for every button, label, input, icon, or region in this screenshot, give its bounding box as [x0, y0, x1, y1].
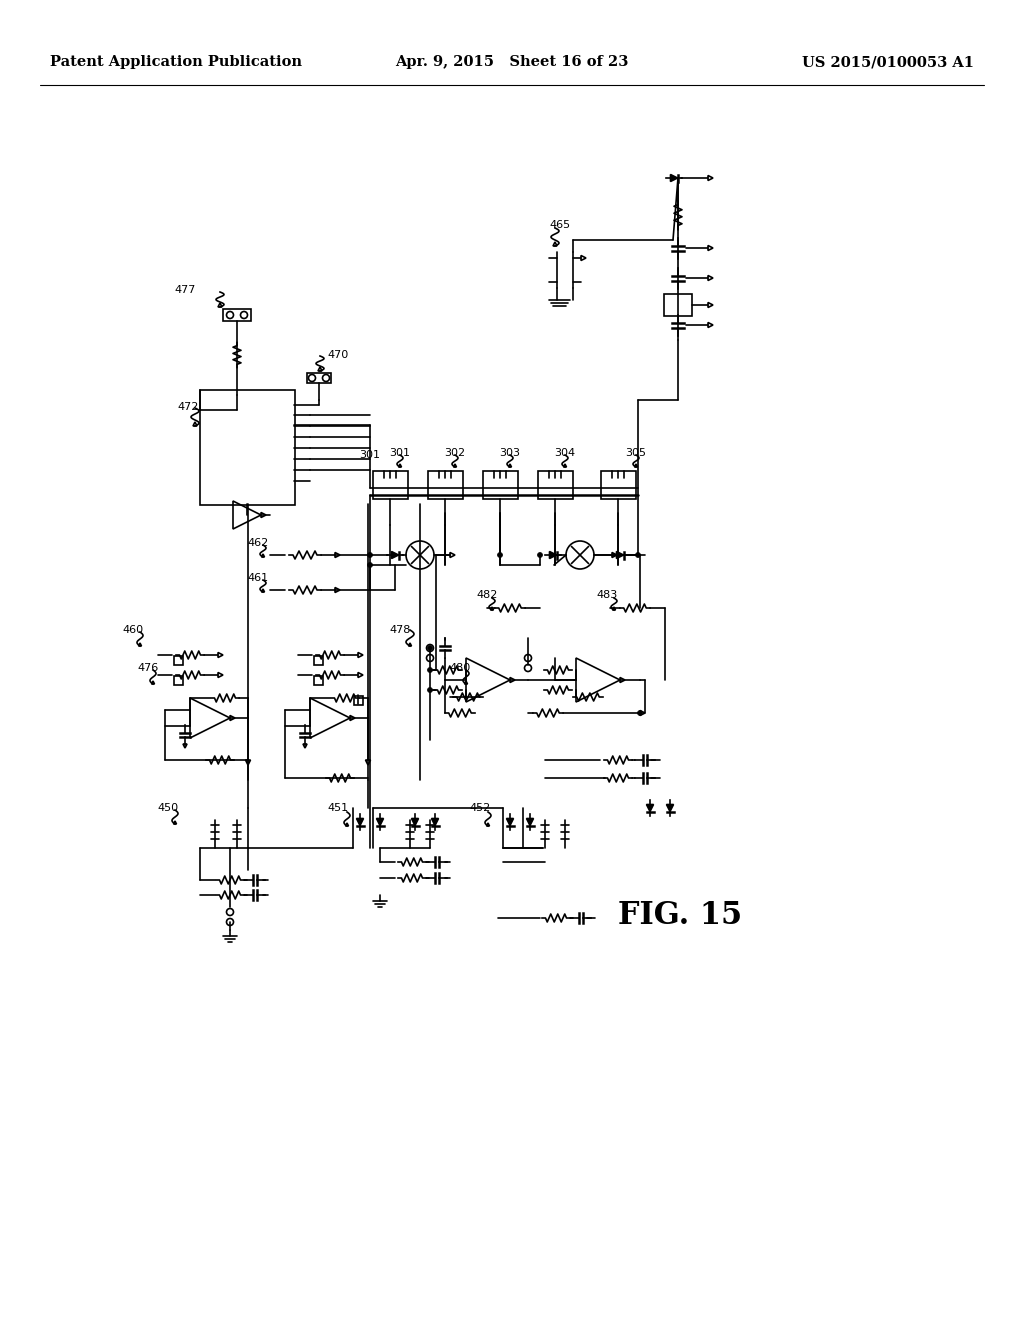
Text: 302: 302 — [444, 447, 466, 458]
Text: 477: 477 — [174, 285, 196, 294]
Bar — [307, 374, 331, 383]
Bar — [173, 676, 182, 685]
Bar — [427, 471, 463, 499]
Bar — [173, 656, 182, 664]
Bar — [313, 676, 323, 685]
Bar — [373, 471, 408, 499]
Circle shape — [226, 919, 233, 925]
Polygon shape — [616, 552, 624, 558]
Circle shape — [427, 644, 433, 652]
Polygon shape — [507, 818, 513, 825]
Circle shape — [308, 375, 315, 381]
Circle shape — [524, 655, 531, 661]
Bar — [223, 309, 251, 321]
Circle shape — [427, 645, 432, 651]
Circle shape — [323, 375, 330, 381]
Text: 460: 460 — [123, 624, 143, 635]
Text: 470: 470 — [328, 350, 348, 360]
Circle shape — [638, 710, 642, 715]
Text: 472: 472 — [177, 403, 199, 412]
Text: 305: 305 — [626, 447, 646, 458]
Text: 450: 450 — [158, 803, 178, 813]
Polygon shape — [412, 818, 419, 825]
Bar — [538, 471, 572, 499]
Circle shape — [427, 668, 432, 672]
Text: 301: 301 — [389, 447, 411, 458]
Circle shape — [241, 312, 248, 318]
Polygon shape — [646, 804, 653, 812]
Circle shape — [427, 655, 433, 661]
Polygon shape — [431, 818, 438, 825]
Text: Patent Application Publication: Patent Application Publication — [50, 55, 302, 69]
Polygon shape — [550, 552, 556, 558]
Polygon shape — [526, 818, 534, 825]
Text: 462: 462 — [248, 539, 268, 548]
Polygon shape — [391, 552, 398, 558]
Circle shape — [368, 562, 373, 568]
Circle shape — [538, 553, 543, 557]
Polygon shape — [356, 818, 364, 825]
Bar — [313, 656, 323, 664]
Text: US 2015/0100053 A1: US 2015/0100053 A1 — [802, 55, 974, 69]
Circle shape — [524, 664, 531, 672]
Bar — [353, 696, 362, 705]
Text: 452: 452 — [469, 803, 490, 813]
Text: 451: 451 — [328, 803, 348, 813]
Circle shape — [636, 553, 640, 557]
Bar — [482, 471, 517, 499]
Circle shape — [226, 312, 233, 318]
Text: 483: 483 — [596, 590, 617, 601]
Bar — [664, 294, 692, 315]
Text: 476: 476 — [137, 663, 159, 673]
Bar — [600, 471, 636, 499]
Bar — [200, 389, 295, 504]
Text: 482: 482 — [476, 590, 498, 601]
Circle shape — [368, 553, 373, 557]
Text: 465: 465 — [550, 220, 570, 230]
Circle shape — [226, 908, 233, 916]
Text: 301: 301 — [359, 450, 381, 459]
Circle shape — [427, 688, 432, 693]
Text: Apr. 9, 2015   Sheet 16 of 23: Apr. 9, 2015 Sheet 16 of 23 — [395, 55, 629, 69]
Text: 303: 303 — [500, 447, 520, 458]
Text: 461: 461 — [248, 573, 268, 583]
Circle shape — [498, 553, 503, 557]
Text: 478: 478 — [389, 624, 411, 635]
Polygon shape — [667, 804, 674, 812]
Text: 480: 480 — [450, 663, 471, 673]
Polygon shape — [377, 818, 384, 825]
Text: FIG. 15: FIG. 15 — [617, 899, 742, 931]
Text: 304: 304 — [554, 447, 575, 458]
Polygon shape — [671, 174, 678, 181]
